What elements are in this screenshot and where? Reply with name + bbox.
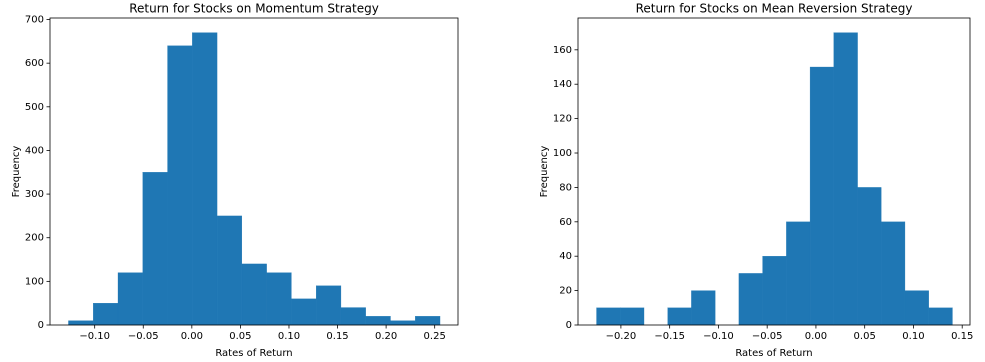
y-tick-label: 80 [559,182,572,193]
bar [340,307,366,326]
bar [390,320,416,326]
bar [786,221,811,326]
bar [291,298,317,326]
bar [881,221,906,326]
x-tick-label: −0.05 [752,331,783,342]
bar [809,66,834,326]
bar [192,32,218,326]
x-tick-label: −0.15 [654,331,685,342]
x-axis-label: Rates of Return [735,348,812,359]
x-tick-label: −0.10 [703,331,734,342]
y-tick-label: 160 [553,45,572,56]
y-tick-label: 100 [25,276,44,287]
bar [117,272,143,326]
y-tick-label: 0 [38,320,44,331]
bar [68,320,94,326]
x-tick-label: 0.10 [278,331,300,342]
x-axis-label: Rates of Return [215,348,292,359]
x-tick-label: 0.20 [375,331,397,342]
bar [928,307,953,326]
x-tick-label: 0.00 [805,331,827,342]
y-tick-label: 20 [559,286,572,297]
y-tick-label: 600 [25,58,44,69]
x-tick-label: 0.00 [181,331,203,342]
y-tick-label: 60 [559,217,572,228]
bar [738,273,763,326]
x-tick-label: 0.15 [326,331,348,342]
bar [596,307,621,326]
x-tick-label: −0.20 [606,331,637,342]
y-tick-label: 700 [25,15,44,26]
x-tick-label: 0.05 [229,331,251,342]
bar [667,307,692,326]
x-tick-label: 0.25 [424,331,446,342]
y-tick-label: 500 [25,102,44,113]
y-tick-label: 200 [25,233,44,244]
y-axis-label: Frequency [11,146,22,198]
bar [365,316,391,326]
x-tick-label: 0.15 [951,331,973,342]
bar [241,263,267,326]
x-tick-label: −0.10 [79,331,110,342]
x-tick-label: 0.10 [902,331,924,342]
axes-frame [577,17,971,326]
y-tick-label: 100 [553,148,572,159]
bar [266,272,292,326]
chart-title: Return for Stocks on Momentum Strategy [129,2,379,16]
y-tick-label: 0 [566,320,572,331]
bar [415,316,441,326]
y-axis-label: Frequency [539,146,550,198]
x-tick-label: −0.05 [128,331,159,342]
bar [904,290,929,326]
y-tick-label: 40 [559,251,572,262]
y-tick-label: 400 [25,145,44,156]
x-tick-label: 0.05 [854,331,876,342]
bar [857,187,882,326]
bar [620,307,645,326]
y-tick-label: 140 [553,79,572,90]
axes-frame [49,17,459,326]
bar [691,290,716,326]
bar [142,172,168,326]
chart-title: Return for Stocks on Mean Reversion Stra… [636,2,913,16]
bar [167,45,193,326]
bar [93,303,119,326]
bar [833,32,858,326]
y-tick-label: 120 [553,114,572,125]
bar [216,215,243,326]
y-tick-label: 300 [25,189,44,200]
bar [762,256,787,326]
bar [316,285,342,326]
